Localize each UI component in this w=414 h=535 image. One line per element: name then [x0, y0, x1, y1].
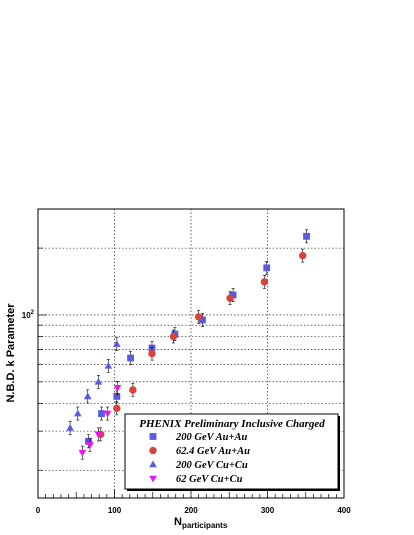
data-point	[226, 294, 234, 302]
data-point	[113, 385, 122, 392]
data-point	[94, 377, 103, 385]
legend-label: 62.4 GeV Au+Au	[176, 446, 250, 457]
x-axis-title: Nparticipants	[174, 516, 228, 530]
x-tick-label: 300	[261, 506, 275, 515]
data-point	[127, 354, 134, 362]
data-point	[194, 313, 203, 321]
data-point	[66, 423, 74, 431]
x-axis-title-main: N	[174, 516, 182, 528]
legend-label: 200 GeV Au+Au	[175, 432, 247, 443]
y-axis-title: N.B.D. k Parameter	[5, 303, 17, 403]
x-tick-label: 0	[36, 506, 41, 515]
data-point	[73, 409, 82, 417]
legend-marker	[149, 460, 157, 468]
y-tick-label: 102	[22, 310, 35, 320]
data-point	[113, 404, 121, 413]
y-tick-label-base: 10	[22, 311, 31, 320]
data-point	[94, 431, 103, 439]
data-markers	[66, 229, 310, 460]
legend: PHENIX Preliminary Inclusive Charged 200…	[124, 413, 340, 491]
legend-items: 200 GeV Au+Au 62.4 GeV Au+Au 200 GeV Cu+Cu…	[149, 432, 250, 485]
x-tick-label: 100	[108, 506, 122, 515]
legend-label: 200 GeV Cu+Cu	[175, 460, 248, 471]
data-point	[103, 410, 112, 418]
legend-label: 62 GeV Cu+Cu	[176, 474, 243, 485]
data-point	[104, 361, 113, 369]
data-point	[112, 340, 121, 347]
data-point	[263, 264, 271, 272]
data-point	[148, 349, 156, 358]
legend-marker	[149, 475, 157, 483]
data-point	[86, 442, 94, 449]
data-point	[298, 251, 307, 260]
x-tick-label: 400	[337, 506, 351, 515]
grid-lines	[38, 208, 344, 498]
data-point	[169, 332, 178, 341]
legend-marker	[149, 433, 157, 440]
data-point	[85, 437, 92, 445]
y-tick-label-exponent: 2	[31, 310, 35, 316]
x-tick-label: 200	[184, 506, 198, 515]
data-point	[98, 410, 105, 417]
data-point	[129, 386, 137, 394]
legend-title: PHENIX Preliminary Inclusive Charged	[139, 418, 325, 430]
data-point	[260, 278, 269, 286]
x-axis-title-subscript: participants	[182, 521, 228, 530]
data-point	[113, 393, 121, 400]
data-point	[78, 449, 87, 457]
data-point	[199, 316, 206, 324]
data-point	[229, 291, 237, 299]
legend-marker	[149, 446, 157, 455]
axis-ticks: 0 100 200 300 400 102	[22, 208, 351, 515]
data-point	[303, 232, 310, 240]
data-point	[83, 392, 92, 400]
legend-box	[124, 413, 339, 490]
